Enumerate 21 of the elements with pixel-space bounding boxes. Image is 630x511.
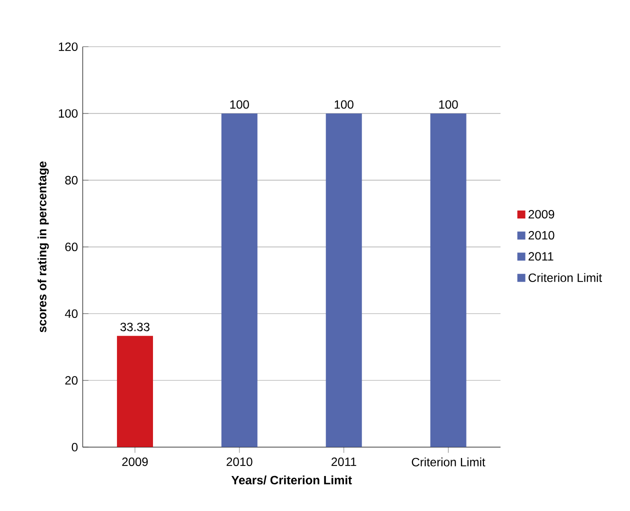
y-tick-label: 0: [72, 442, 78, 452]
y-tick-label: 80: [65, 176, 78, 184]
y-tick-label: 120: [58, 42, 78, 51]
data-label: 100: [334, 100, 354, 109]
x-tick-label: 2011: [332, 457, 356, 466]
x-tick-label: 2009: [122, 457, 148, 466]
y-axis-title: scores of rating in percentage: [38, 161, 49, 332]
data-label: 100: [230, 100, 249, 109]
x-axis-title: Years/ Criterion Limit: [231, 475, 352, 484]
x-tick-label: 2010: [226, 457, 252, 466]
x-tick-label: Criterion Limit: [412, 457, 486, 466]
y-tick-label: 20: [65, 376, 78, 385]
data-label: 33.33: [120, 322, 150, 332]
legend-label: 2009: [528, 210, 554, 218]
legend-label: 2011: [528, 252, 554, 261]
y-tick-label: 40: [64, 309, 78, 318]
y-tick-label: 60: [65, 242, 78, 252]
legend-label: 2010: [528, 230, 554, 240]
y-tick-label: 100: [58, 109, 78, 118]
data-label: 100: [439, 100, 458, 109]
legend-label: Criterion Limit: [528, 273, 602, 282]
